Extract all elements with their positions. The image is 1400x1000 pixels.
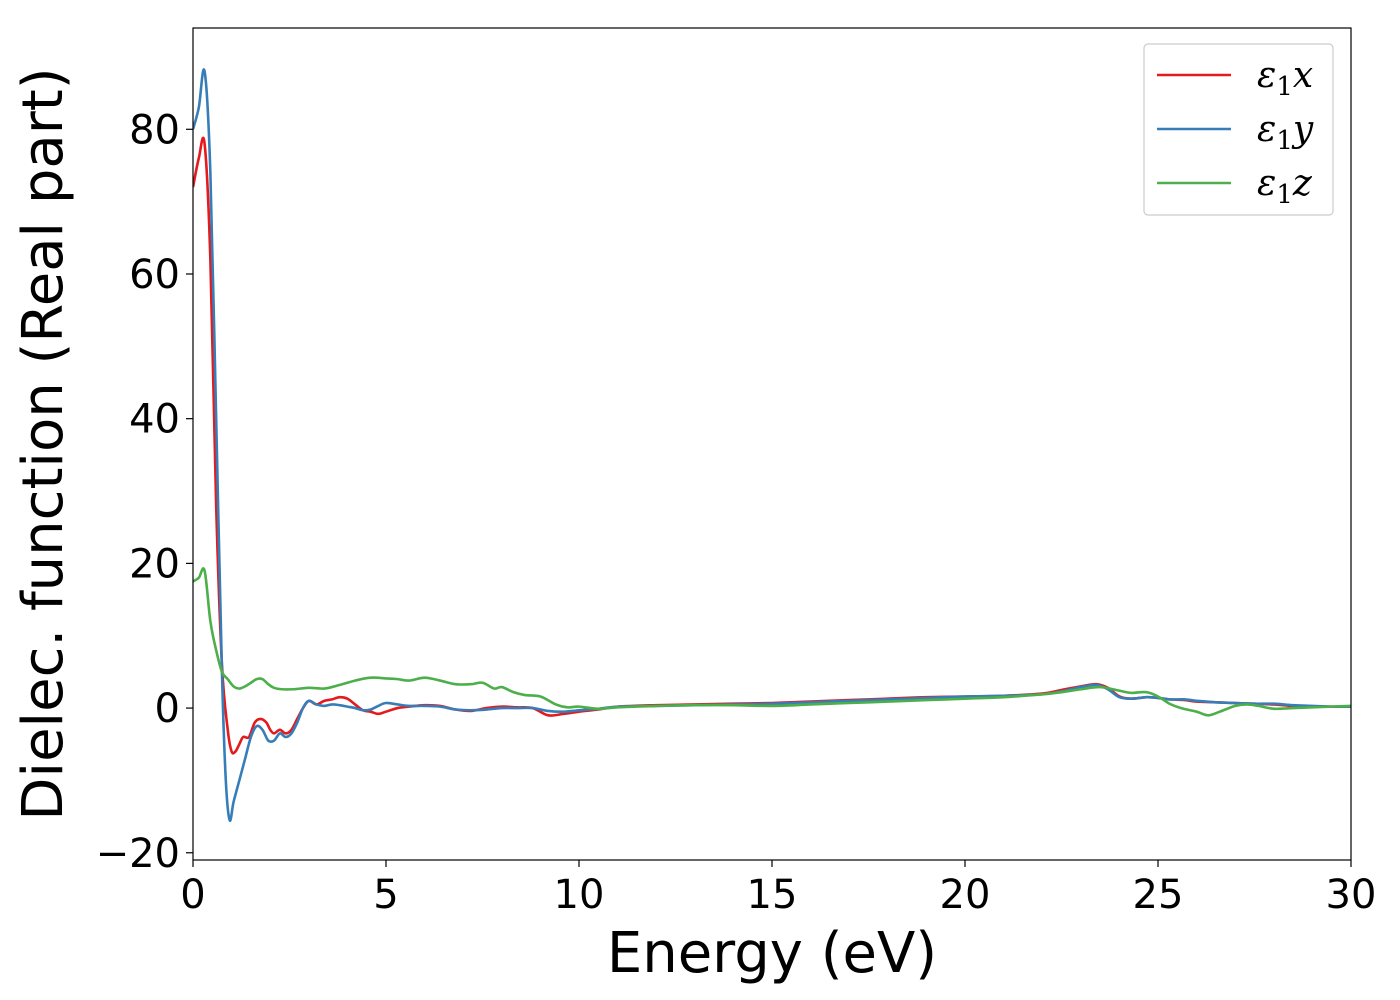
x-axis-label: Energy (eV) [607, 921, 937, 986]
x-tick-label: 30 [1326, 872, 1377, 918]
series-layer [193, 68, 1351, 823]
x-axis: 0 5 10 15 20 25 30 [180, 860, 1376, 918]
legend-box [1143, 43, 1334, 216]
x-tick-label: 10 [554, 872, 605, 918]
legend-label-sub: 1 [1276, 72, 1293, 102]
x-tick-label: 0 [180, 872, 205, 918]
legend-label-main: ε [1257, 55, 1276, 96]
legend-label-tail: x [1293, 55, 1313, 96]
x-tick-label: 5 [373, 872, 398, 918]
series-line-z [193, 567, 1351, 717]
y-tick-label: 80 [129, 107, 180, 153]
y-axis-label: Dielec. function (Real part) [11, 67, 76, 820]
legend-label-y: ε1y [1257, 109, 1314, 156]
series-line-y [193, 68, 1351, 823]
x-tick-label: 25 [1133, 872, 1184, 918]
x-tick-label: 15 [747, 872, 798, 918]
legend-label-main: ε [1257, 163, 1276, 204]
legend-label-tail: y [1291, 109, 1314, 150]
legend-label-x: ε1x [1257, 55, 1313, 102]
legend-label-z: ε1z [1257, 163, 1313, 210]
legend-label-tail: z [1292, 163, 1313, 204]
y-tick-label: −20 [96, 831, 180, 877]
y-tick-label: 60 [129, 252, 180, 298]
legend-label-sub: 1 [1276, 180, 1293, 210]
legend-label-sub: 1 [1276, 126, 1293, 156]
y-tick-label: 40 [129, 397, 180, 443]
y-axis: −20 0 20 40 60 80 [96, 107, 193, 877]
x-tick-label: 20 [940, 872, 991, 918]
legend-label-main: ε [1257, 109, 1276, 150]
y-tick-label: 20 [129, 541, 180, 587]
y-tick-label: 0 [155, 686, 180, 732]
